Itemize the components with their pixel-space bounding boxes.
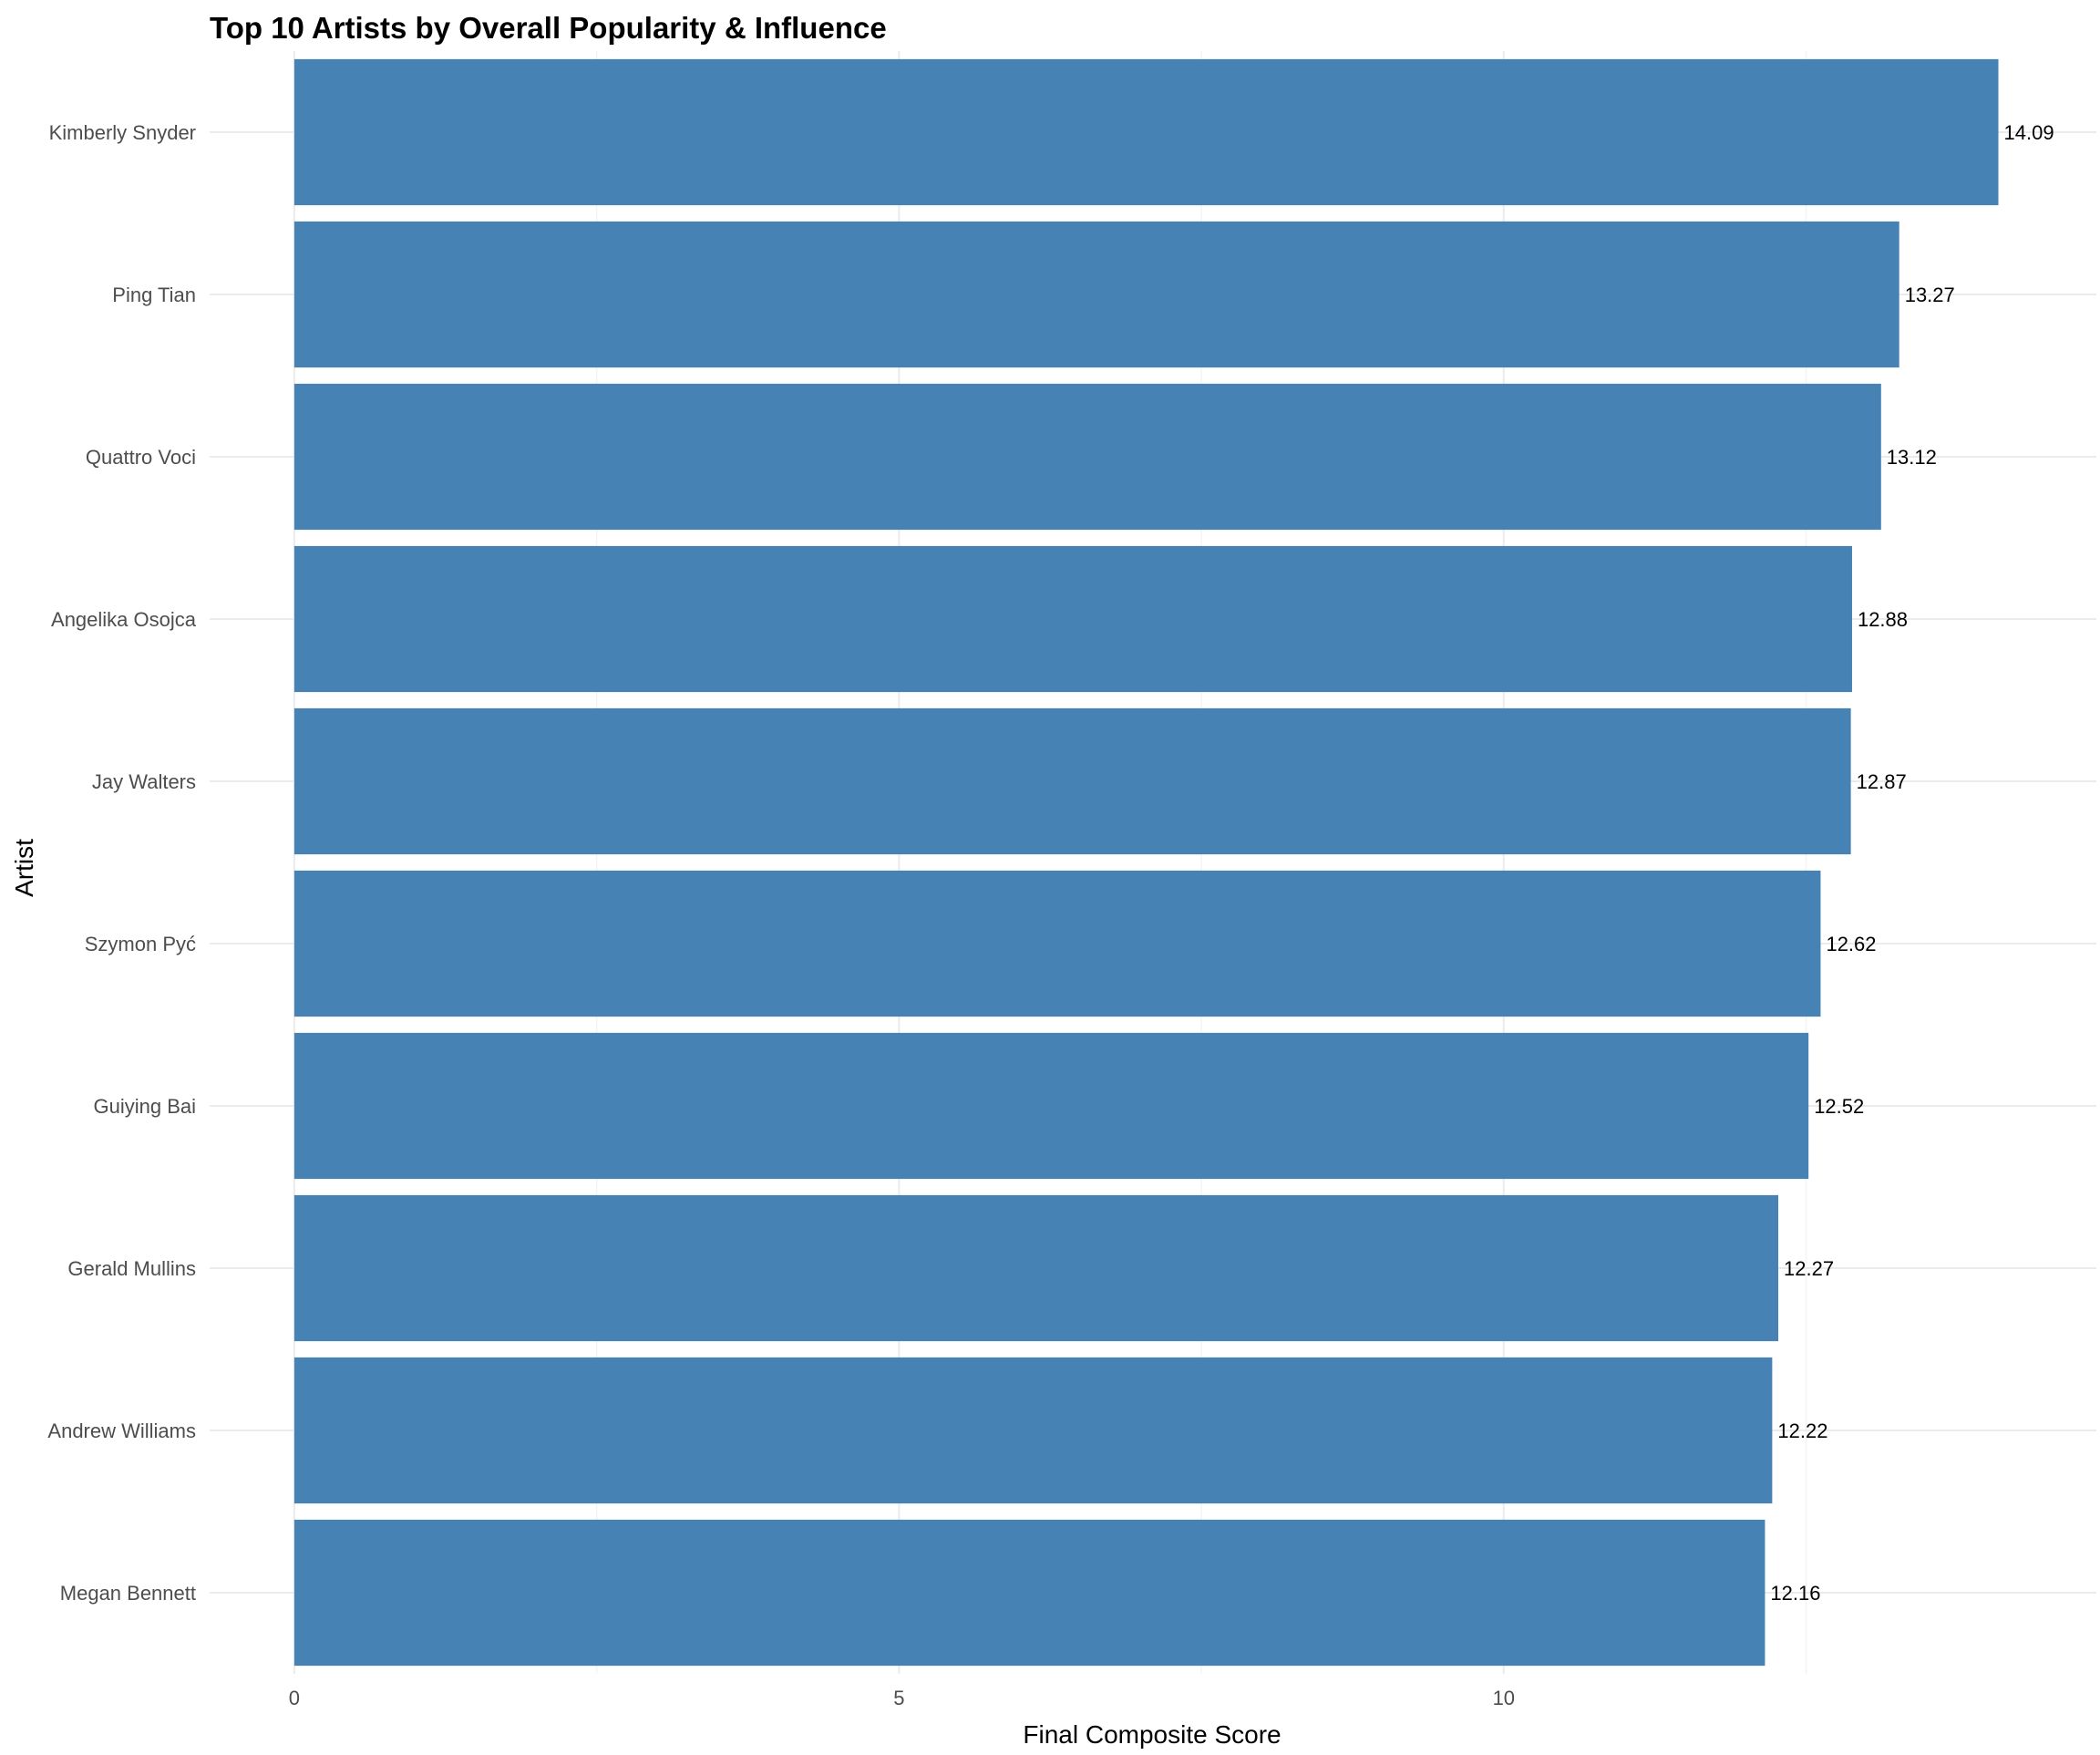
- bar-value-label: 12.16: [1770, 1582, 1820, 1605]
- label-layer: 14.09 13.27 13.12 12.88 12.87 12.62 12.52 12.27…: [1770, 121, 2054, 1605]
- bar-value-label: 13.12: [1887, 446, 1937, 469]
- y-tick-label: Quattro Voci: [86, 446, 196, 469]
- bar: [293, 707, 1851, 855]
- bar: [293, 221, 1899, 368]
- x-tick-label: 10: [1493, 1687, 1515, 1709]
- bar-value-label: 12.27: [1784, 1257, 1834, 1280]
- x-axis-title: Final Composite Score: [1023, 1720, 1281, 1749]
- bar: [293, 1194, 1779, 1342]
- bar-value-label: 12.88: [1858, 608, 1908, 631]
- bar: [293, 870, 1821, 1017]
- axis-layer: Kimberly Snyder Ping Tian Quattro Voci Ange…: [47, 121, 1515, 1709]
- bar-value-label: 14.09: [2004, 121, 2054, 144]
- bar-layer: [293, 58, 1999, 1667]
- bar-value-label: 13.27: [1905, 284, 1955, 306]
- bar-value-label: 12.52: [1814, 1095, 1864, 1118]
- y-axis-title: Artist: [10, 839, 38, 897]
- y-tick-label: Guiying Bai: [93, 1095, 196, 1118]
- bar: [293, 58, 1999, 206]
- bar: [293, 1519, 1765, 1667]
- y-tick-label: Megan Bennett: [60, 1582, 196, 1605]
- x-tick-label: 0: [289, 1687, 300, 1709]
- bar: [293, 1032, 1809, 1180]
- y-tick-label: Szymon Pyć: [85, 933, 196, 955]
- bar-value-label: 12.22: [1777, 1419, 1827, 1442]
- bar-value-label: 12.87: [1857, 770, 1907, 793]
- y-tick-label: Jay Walters: [92, 770, 196, 793]
- y-tick-label: Andrew Williams: [47, 1419, 196, 1442]
- y-tick-label: Angelika Osojca: [51, 608, 197, 631]
- bar-value-label: 12.62: [1826, 933, 1876, 955]
- bar: [293, 383, 1881, 531]
- y-tick-label: Gerald Mullins: [67, 1257, 196, 1280]
- chart-title: Top 10 Artists by Overall Popularity & I…: [210, 11, 887, 45]
- y-tick-label: Ping Tian: [112, 284, 196, 306]
- bar: [293, 545, 1852, 693]
- y-tick-label: Kimberly Snyder: [49, 121, 196, 144]
- x-tick-label: 5: [893, 1687, 904, 1709]
- bar: [293, 1357, 1773, 1504]
